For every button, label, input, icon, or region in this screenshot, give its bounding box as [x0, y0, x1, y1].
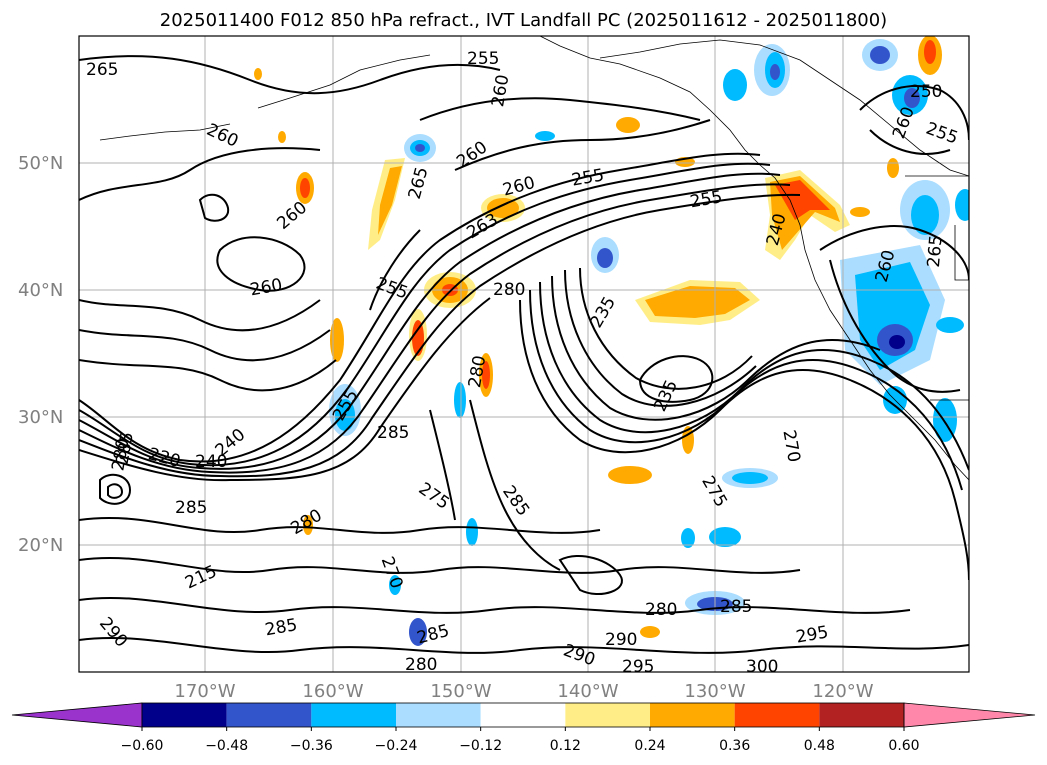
lon-tick-label: 160°W — [302, 681, 363, 702]
contour-label: 280 — [405, 655, 437, 675]
shade-blob — [616, 117, 640, 133]
shade-blob — [466, 518, 478, 546]
lon-tick-label: 150°W — [430, 681, 491, 702]
contour-label: 280 — [493, 280, 525, 300]
shade-blob — [409, 618, 427, 646]
shade-blob — [535, 131, 555, 141]
shade-blob — [887, 158, 899, 178]
lon-tick-label: 130°W — [684, 681, 745, 702]
shade-blob — [389, 575, 401, 595]
shade-blob — [723, 69, 747, 101]
colorbar: −0.60 −0.48 −0.36 −0.24 −0.12 0.12 0.24 0.36 0.4… — [11, 702, 1036, 754]
colorbar-tick-label: −0.60 — [121, 738, 164, 754]
colorbar-tick-label: −0.48 — [205, 738, 248, 754]
colorbar-tick-label: 0.60 — [888, 738, 919, 754]
plot-title: 2025011400 F012 850 hPa refract., IVT La… — [159, 10, 888, 31]
shade-blob — [454, 382, 466, 418]
shade-blob — [681, 528, 695, 548]
colorbar-extend-low — [11, 702, 143, 728]
lat-tick-label: 40°N — [18, 280, 63, 301]
shade-blob — [936, 317, 964, 333]
lon-axis: 170°W 160°W 150°W 140°W 130°W 120°W — [174, 681, 873, 702]
colorbar-tick-label: 0.48 — [804, 738, 835, 754]
shade-blob — [732, 472, 768, 484]
lon-tick-label: 120°W — [812, 681, 873, 702]
shade-blob — [775, 180, 830, 220]
contour-label: 250 — [910, 82, 942, 102]
colorbar-bin — [565, 703, 650, 727]
lat-tick-label: 30°N — [18, 407, 63, 428]
colorbar-tick-label: −0.12 — [459, 738, 502, 754]
colorbar-frame — [141, 702, 905, 728]
lat-tick-label: 50°N — [18, 153, 63, 174]
shade-blob — [955, 189, 969, 221]
shade-blob — [904, 88, 920, 108]
shade-blob — [378, 166, 402, 235]
contour-label: 280 — [645, 600, 677, 620]
contour-label: 290 — [605, 630, 637, 650]
contour-label: 240 — [195, 452, 227, 472]
plot-area — [79, 36, 969, 672]
shade-blob — [709, 527, 741, 547]
contour-label: 285 — [175, 498, 207, 518]
contour-label: 265 — [86, 60, 118, 80]
plot-frame — [78, 35, 970, 673]
colorbar-bin — [650, 703, 735, 727]
shade-blob — [924, 40, 936, 64]
lon-tick-label: 140°W — [557, 681, 618, 702]
shade-blob — [300, 178, 310, 198]
shade-blob — [278, 131, 286, 143]
contour-label: 285 — [720, 597, 752, 617]
colorbar-bin — [480, 703, 566, 727]
shade-blob — [911, 195, 939, 235]
colorbar-bin — [226, 703, 312, 727]
colorbar-bin — [311, 703, 396, 727]
colorbar-extend-high — [903, 702, 1036, 728]
shade-blob — [889, 335, 905, 349]
shade-blob — [415, 144, 425, 152]
colorbar-bin — [819, 703, 904, 727]
colorbar-bin — [396, 703, 481, 727]
contour-label: 265 — [924, 234, 947, 268]
shade-blob — [303, 515, 313, 535]
contour-label: 295 — [622, 657, 654, 677]
contour-label: 285 — [377, 423, 409, 443]
shade-blob — [482, 361, 490, 389]
colorbar-tick-label: −0.36 — [290, 738, 333, 754]
shade-blob — [770, 64, 780, 80]
refractivity-contours — [79, 55, 969, 654]
shade-blob — [597, 248, 613, 268]
shade-blob — [850, 207, 870, 217]
colorbar-bin — [142, 703, 227, 727]
colorbar-tick-label: 0.36 — [719, 738, 750, 754]
shade-blob — [254, 68, 262, 80]
shade-blob — [870, 46, 890, 64]
colorbar-bin — [734, 703, 820, 727]
shade-blob — [487, 198, 519, 218]
lat-tick-label: 20°N — [18, 535, 63, 556]
contour-label: 300 — [746, 657, 778, 677]
shade-blob — [330, 318, 344, 362]
colorbar-tick-label: −0.24 — [375, 738, 418, 754]
lon-tick-label: 170°W — [174, 681, 235, 702]
shade-blob — [608, 466, 652, 484]
lat-axis: 50°N 40°N 30°N 20°N — [18, 153, 63, 556]
colorbar-tick-label: 0.12 — [550, 738, 581, 754]
shade-blob — [645, 286, 750, 318]
graticule — [79, 36, 969, 672]
contour-label: 255 — [467, 49, 499, 69]
colorbar-tick-label: 0.24 — [634, 738, 665, 754]
shade-blob — [640, 626, 660, 638]
